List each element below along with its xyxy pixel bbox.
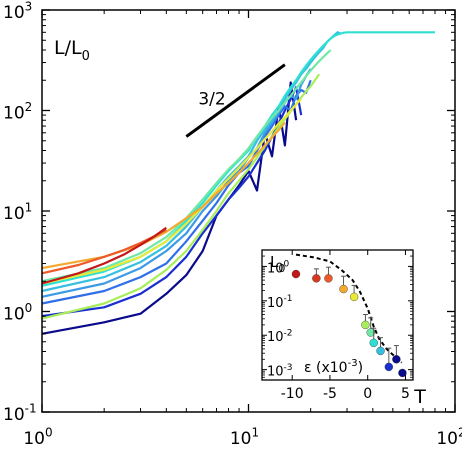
inset-x-tick-label-3: 5 [401, 386, 410, 402]
main-y-tick-label-4-base: 10 [3, 3, 25, 23]
main-series-line-1 [41, 86, 303, 318]
inset-y-tick-label-2-base: 10 [267, 330, 284, 345]
main-series-line-8 [41, 98, 302, 285]
slope-annotation: 3/2 [185, 63, 286, 138]
inset-x-tick-label-2: 0 [363, 386, 372, 402]
inset-point-5 [361, 320, 370, 330]
inset-reference-dashed-line [295, 253, 403, 364]
main-series-group [41, 31, 435, 335]
main-y-axis-label-sub: 0 [82, 49, 90, 64]
inset-x-tick-label-1: -5 [323, 386, 337, 402]
inset-point-0 [291, 269, 301, 279]
main-x-axis-label: T [413, 386, 426, 408]
inset-y-axis-label-base: L [270, 253, 279, 271]
main-y-tick-label-1-exp: 0 [25, 301, 33, 315]
inset-point-1 [312, 274, 321, 283]
inset-y-axis-label-sub: 0 [278, 262, 285, 275]
inset-x-tick-label-0: -10 [281, 386, 304, 402]
inset-y-tick-label-0-base: 10 [267, 261, 284, 276]
main-x-tick-label-0-exp: 0 [45, 425, 53, 439]
main-y-tick-label-2-base: 10 [3, 204, 25, 224]
main-x-tick-label-0: 100 [23, 425, 52, 449]
inset-y-tick-label-3-exp: -3 [284, 363, 293, 373]
main-y-tick-label-0-base: 10 [3, 405, 25, 425]
inset-y-tick-label-0-exp: 0 [284, 260, 290, 270]
inset-y-tick-label-2: 10-2 [267, 328, 293, 345]
main-y-tick-label-2-exp: 1 [25, 200, 33, 214]
inset-point-6 [366, 328, 375, 337]
slope-label: 3/2 [198, 90, 225, 110]
inset-y-tick-label-0: 100 [267, 260, 290, 277]
slope-line [185, 63, 286, 138]
inset-plot-frame [261, 249, 414, 381]
inset-point-10 [392, 355, 401, 364]
inset-y-axis-label: L0 [270, 253, 285, 275]
main-x-tick-label-2-exp: 2 [458, 425, 462, 439]
main-x-tick-label-0-base: 10 [23, 429, 45, 449]
inset-y-tick-label-1: 10-1 [267, 294, 293, 311]
inset-point-9 [384, 362, 394, 372]
inset-point-11 [398, 368, 407, 378]
main-x-tick-label-2-base: 10 [436, 429, 458, 449]
inset-tick-marks [262, 249, 413, 381]
inset-point-3 [339, 284, 348, 294]
main-y-tick-label-0-exp: -1 [25, 401, 37, 415]
main-y-tick-label-1: 100 [3, 301, 32, 325]
main-y-tick-label-4-exp: 3 [25, 0, 33, 13]
main-y-tick-label-1-base: 10 [3, 305, 25, 325]
main-y-axis-label-base: L/L [54, 37, 82, 59]
main-tick-marks [41, 9, 456, 413]
main-y-tick-label-3-exp: 2 [25, 100, 33, 114]
inset-x-axis-label-main: ε (x10 [304, 360, 348, 376]
inset-background [262, 250, 413, 380]
inset-y-tick-label-2-exp: -2 [284, 328, 293, 338]
main-y-tick-label-2: 101 [3, 200, 32, 224]
inset-points-group [291, 266, 407, 378]
main-series-line-11 [41, 226, 167, 285]
inset-x-axis-label: ε (x10-3) [304, 358, 363, 376]
inset-point-4 [349, 292, 359, 302]
main-series-line-5 [41, 31, 435, 287]
main-y-tick-label-0: 10-1 [3, 401, 37, 425]
main-series-line-7 [41, 73, 321, 320]
main-y-tick-label-3-base: 10 [3, 104, 25, 124]
inset-y-tick-label-1-base: 10 [267, 296, 284, 311]
main-y-axis-label: L/L0 [54, 37, 90, 64]
inset-y-tick-label-3: 10-3 [267, 363, 293, 380]
main-y-tick-label-4: 103 [3, 0, 32, 23]
main-x-tick-label-2: 102 [436, 425, 462, 449]
inset-y-tick-label-3-base: 10 [267, 365, 284, 380]
main-x-tick-label-1: 101 [230, 425, 259, 449]
inset-x-axis-label-tail: ) [358, 360, 363, 376]
inset-x-axis-label-sup: -3 [348, 358, 358, 369]
main-x-tick-label-1-exp: 1 [252, 425, 260, 439]
inset-point-7 [369, 338, 378, 348]
main-y-tick-label-3: 102 [3, 100, 32, 124]
inset-point-8 [376, 346, 385, 356]
inset-y-tick-label-1-exp: -1 [284, 294, 293, 304]
inset-point-2 [324, 274, 333, 283]
main-x-tick-label-1-base: 10 [230, 429, 252, 449]
